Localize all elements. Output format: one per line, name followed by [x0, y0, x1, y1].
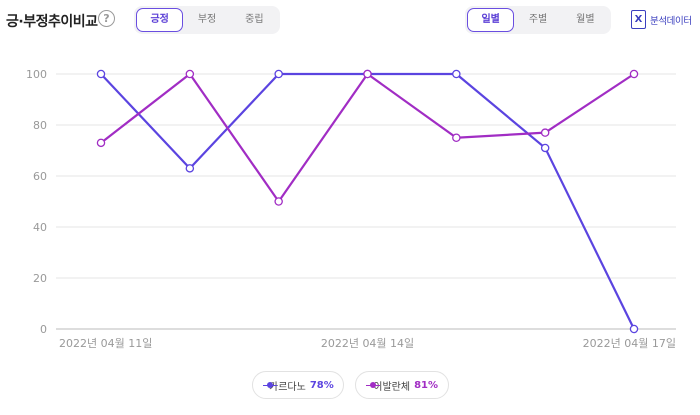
data-point — [185, 69, 195, 79]
legend-item-avalanche[interactable]: 이발란체 81% — [355, 371, 449, 399]
legend-label: 카르다노 — [269, 381, 306, 393]
export-data-button[interactable]: X 분석데이터 — [631, 10, 692, 29]
legend-item-cardano[interactable]: 카르다노 78% — [252, 371, 344, 399]
tab-monthly[interactable]: 월별 — [576, 14, 595, 25]
series-line — [99, 72, 636, 331]
y-tick-label: 60 — [33, 170, 47, 183]
y-axis-ticks: 0 20 40 60 80 100 — [26, 68, 47, 336]
legend-swatch-series2 — [366, 381, 380, 389]
y-tick-label: 40 — [33, 221, 47, 234]
legend-percent: 81% — [414, 379, 438, 391]
sentiment-toggle: 긍정 부정 중립 — [134, 6, 280, 34]
data-point — [540, 143, 550, 153]
tab-positive[interactable]: 긍정 — [136, 8, 184, 32]
period-toggle: 일별 주별 월별 — [465, 6, 611, 34]
help-icon[interactable]: ? — [98, 10, 115, 27]
data-point — [274, 197, 283, 206]
data-point — [185, 164, 195, 173]
data-point — [629, 324, 639, 334]
y-tick-label: 0 — [40, 323, 47, 336]
x-axis-ticks: 2022년 04월 11일 2022년 04월 14일 2022년 04월 17일 — [59, 336, 676, 350]
data-point — [629, 69, 639, 79]
data-point — [96, 138, 106, 148]
data-point — [540, 128, 550, 137]
tab-neutral[interactable]: 중립 — [245, 14, 264, 25]
tab-negative[interactable]: 부정 — [197, 14, 217, 25]
chart-grid — [56, 73, 676, 330]
x-tick-label: 2022년 04월 14일 — [321, 336, 414, 350]
excel-icon: X — [631, 10, 646, 29]
tab-weekly[interactable]: 주별 — [528, 14, 548, 25]
x-tick-label: 2022년 04월 11일 — [59, 336, 152, 350]
data-point — [452, 69, 461, 79]
data-point — [274, 69, 283, 79]
export-data-label: 분석데이터 — [650, 15, 692, 27]
data-point — [96, 69, 106, 79]
series-line — [99, 72, 636, 203]
tab-daily[interactable]: 일별 — [467, 8, 515, 32]
x-tick-label: 2022년 04월 17일 — [583, 336, 676, 350]
y-tick-label: 100 — [26, 68, 47, 81]
chart-series — [96, 69, 639, 334]
page-title: 긍·부정추이비교 — [6, 14, 98, 30]
legend-percent: 78% — [309, 379, 334, 391]
legend-label: 이발란체 — [373, 381, 411, 393]
y-tick-label: 20 — [33, 272, 47, 285]
series-1 — [96, 69, 639, 334]
data-point — [363, 69, 372, 79]
chart-header: 긍·부정추이비교 ? 긍정 부정 중립 일별 주별 월별 X 분석데이터 — [0, 0, 700, 44]
data-point — [452, 133, 461, 143]
y-tick-label: 80 — [33, 119, 47, 132]
series-2 — [96, 69, 639, 206]
